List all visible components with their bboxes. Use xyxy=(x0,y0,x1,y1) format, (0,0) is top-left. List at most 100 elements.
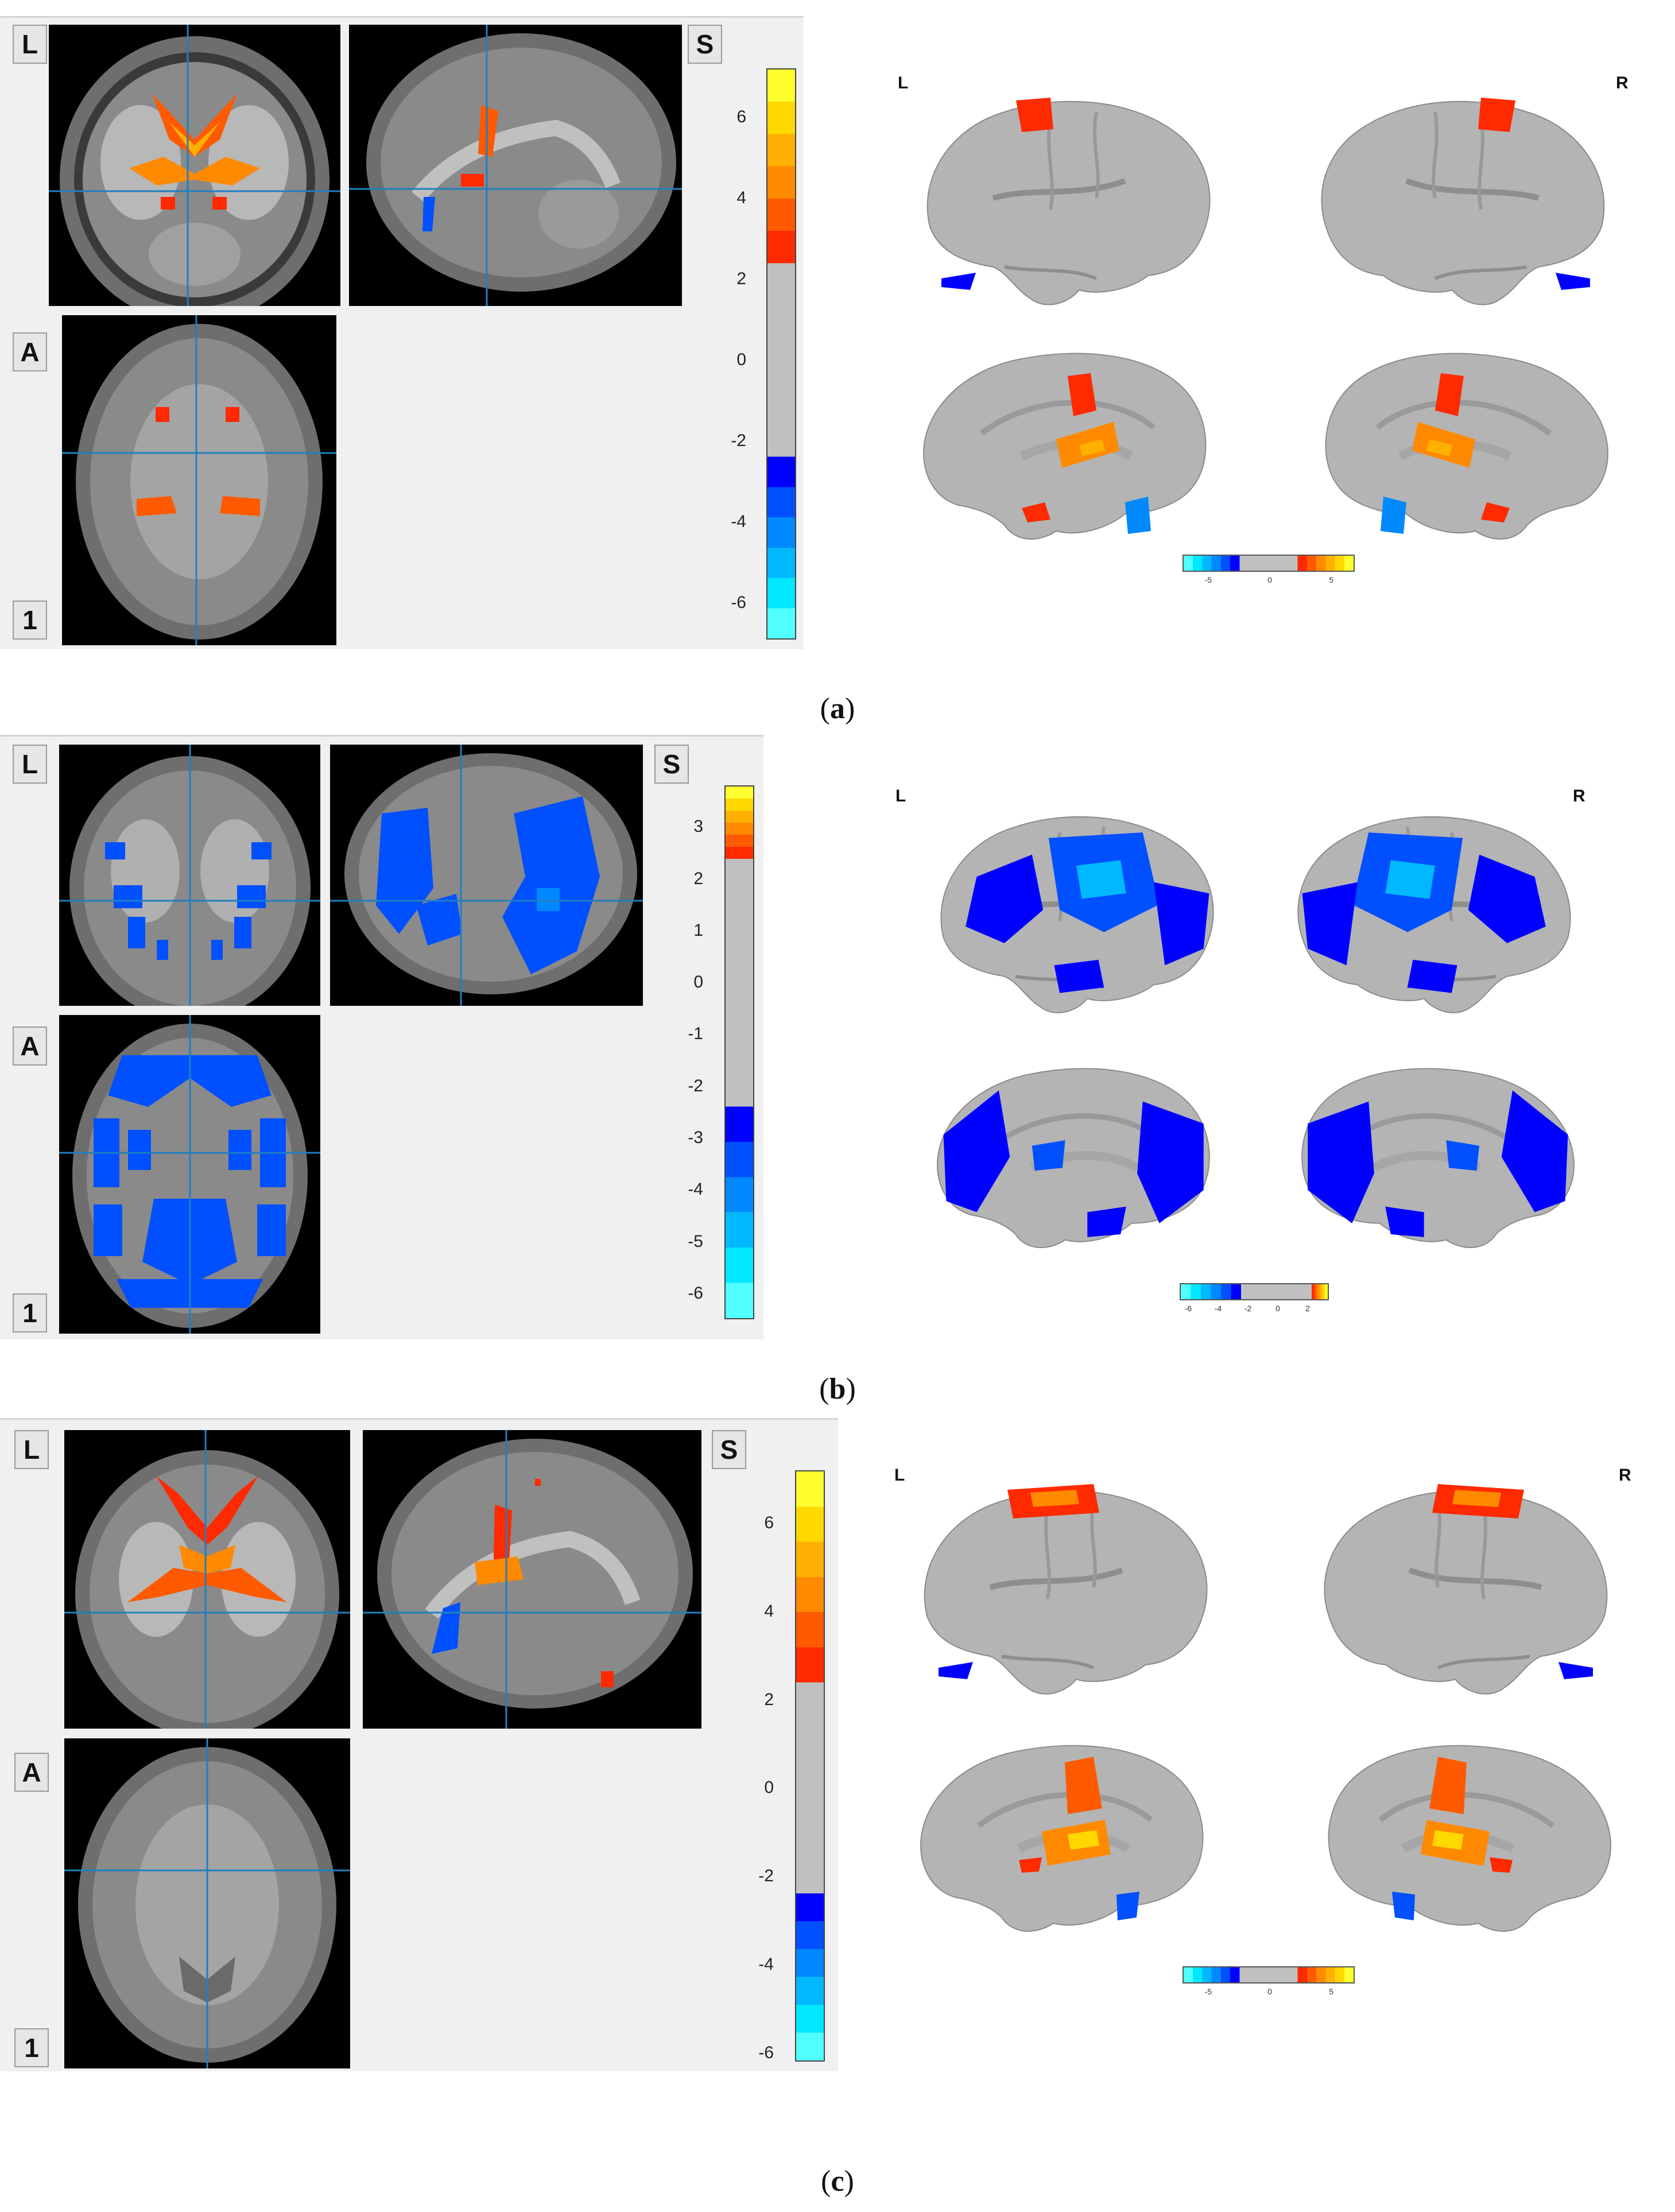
colorbar-tick-label: -2 xyxy=(688,1076,703,1095)
colorbar-tick-label: 3 xyxy=(693,817,703,836)
colorbar xyxy=(795,1470,825,2062)
medial-hemisphere-drawing xyxy=(1328,1745,1611,1932)
medial-hemisphere-drawing xyxy=(937,1068,1210,1249)
coronal-view[interactable] xyxy=(59,745,320,1006)
surface-colorbar-tick-label: 0 xyxy=(1267,1987,1272,1996)
sagittal-view[interactable] xyxy=(349,25,682,306)
superior-button[interactable]: S xyxy=(654,745,689,784)
right-hemisphere-label: R xyxy=(1616,73,1629,92)
panel-a: L xyxy=(0,0,1675,725)
left-lateral-view xyxy=(904,1473,1226,1702)
orthogonal-viewer: L xyxy=(0,1418,838,2071)
superior-button[interactable]: S xyxy=(688,25,722,64)
coronal-slice-image xyxy=(49,25,340,306)
colorbar-tick-label: -6 xyxy=(731,593,746,613)
orthogonal-viewer: L xyxy=(0,16,804,649)
colorbar-tick-label: 6 xyxy=(736,107,746,126)
medial-hemisphere-drawing xyxy=(923,352,1207,540)
lateral-hemisphere-drawing xyxy=(924,1484,1208,1695)
left-medial-view xyxy=(921,1045,1231,1269)
right-lateral-view xyxy=(1303,83,1624,313)
coronal-view[interactable] xyxy=(64,1430,350,1729)
colorbar xyxy=(724,785,754,1319)
colorbar xyxy=(766,68,796,640)
right-medial-view xyxy=(1306,1722,1627,1952)
slice-number-button[interactable]: 1 xyxy=(13,601,47,640)
colorbar-tick-label: 4 xyxy=(736,188,746,207)
panel-caption: (a) xyxy=(820,692,855,725)
anterior-button[interactable]: A xyxy=(13,332,47,371)
sagittal-view[interactable] xyxy=(363,1430,701,1729)
surface-colorbar-tick-label: -5 xyxy=(1204,575,1212,584)
surface-colorbar-tick-label: 5 xyxy=(1329,575,1334,584)
surface-colorbar-tick-label: -5 xyxy=(1204,1987,1212,1996)
surface-colorbar: -6 -4 -2 0 2 xyxy=(1180,1283,1329,1313)
panel-b: L xyxy=(0,729,1675,1435)
medial-hemisphere-drawing xyxy=(1301,1068,1575,1249)
surface-colorbar-tick-label: -6 xyxy=(1184,1304,1192,1313)
sagittal-slice-image xyxy=(363,1430,701,1729)
axial-slice-image xyxy=(64,1738,350,2068)
slice-number-button[interactable]: 1 xyxy=(13,1293,47,1332)
medial-hemisphere-drawing xyxy=(920,1745,1204,1932)
anterior-button[interactable]: A xyxy=(14,1753,49,1792)
lateral-hemisphere-drawing xyxy=(1297,816,1571,1013)
surface-colorbar: -5 0 5 xyxy=(1182,1966,1355,1996)
right-lateral-view xyxy=(1280,798,1590,1022)
sagittal-view[interactable] xyxy=(330,745,643,1006)
sagittal-slice-image xyxy=(349,25,682,306)
left-button[interactable]: L xyxy=(14,1430,49,1469)
sagittal-slice-image xyxy=(330,745,643,1006)
right-lateral-view xyxy=(1306,1473,1627,1702)
surface-rendering: L R -6 -4 -2 0 2 xyxy=(878,769,1659,1320)
surface-colorbar-tick-label: 5 xyxy=(1329,1987,1334,1996)
colorbar-tick-label: 0 xyxy=(764,1778,774,1798)
coronal-slice-image xyxy=(64,1430,350,1729)
right-hemisphere-label: R xyxy=(1619,1466,1631,1485)
left-hemisphere-label: L xyxy=(894,1466,905,1485)
anterior-button[interactable]: A xyxy=(13,1026,47,1066)
colorbar-tick-label: 0 xyxy=(693,973,703,992)
left-lateral-view xyxy=(921,798,1231,1022)
slice-number-button[interactable]: 1 xyxy=(14,2028,49,2067)
colorbar-tick-label: -3 xyxy=(688,1128,703,1147)
left-medial-view xyxy=(904,1722,1226,1952)
right-medial-view xyxy=(1303,330,1624,560)
axial-view[interactable] xyxy=(64,1738,350,2068)
axial-view[interactable] xyxy=(62,315,336,645)
medial-hemisphere-drawing xyxy=(1325,352,1608,540)
left-button[interactable]: L xyxy=(13,745,47,784)
lateral-hemisphere-drawing xyxy=(926,98,1211,305)
colorbar-tick-label: 4 xyxy=(764,1601,774,1621)
colorbar-tick-label: -6 xyxy=(688,1283,703,1303)
surface-colorbar: -5 0 5 xyxy=(1182,555,1355,584)
superior-button[interactable]: S xyxy=(712,1430,746,1469)
surface-colorbar-tick-label: -2 xyxy=(1244,1304,1252,1313)
panel-caption: (b) xyxy=(819,1373,856,1405)
coronal-view[interactable] xyxy=(49,25,340,306)
colorbar-tick-label: -4 xyxy=(758,1954,774,1974)
surface-colorbar-tick-label: 0 xyxy=(1275,1304,1280,1313)
right-hemisphere-label: R xyxy=(1573,787,1585,805)
panel-caption: (c) xyxy=(821,2165,854,2198)
axial-view[interactable] xyxy=(59,1015,320,1334)
axial-slice-image xyxy=(62,315,336,645)
colorbar-tick-label: 2 xyxy=(736,269,746,288)
left-medial-view xyxy=(907,330,1228,560)
panel-c: L xyxy=(0,1418,1675,2212)
coronal-slice-image xyxy=(59,745,320,1006)
surface-rendering: L R -5 0 5 xyxy=(878,1450,1659,2001)
surface-colorbar-tick-label: 2 xyxy=(1305,1304,1310,1313)
left-lateral-view xyxy=(907,83,1228,313)
left-button[interactable]: L xyxy=(13,25,47,64)
axial-slice-image xyxy=(59,1015,320,1334)
colorbar-tick-label: -4 xyxy=(688,1180,703,1199)
colorbar-tick-label: -6 xyxy=(758,2043,774,2062)
right-medial-view xyxy=(1280,1045,1590,1269)
colorbar-tick-label: 2 xyxy=(693,869,703,888)
colorbar-tick-label: 0 xyxy=(736,350,746,370)
colorbar-tick-label: 6 xyxy=(764,1513,774,1533)
left-hemisphere-label: L xyxy=(895,787,906,805)
surface-colorbar-tick-label: -4 xyxy=(1214,1304,1222,1313)
colorbar-tick-label: -2 xyxy=(731,431,746,451)
